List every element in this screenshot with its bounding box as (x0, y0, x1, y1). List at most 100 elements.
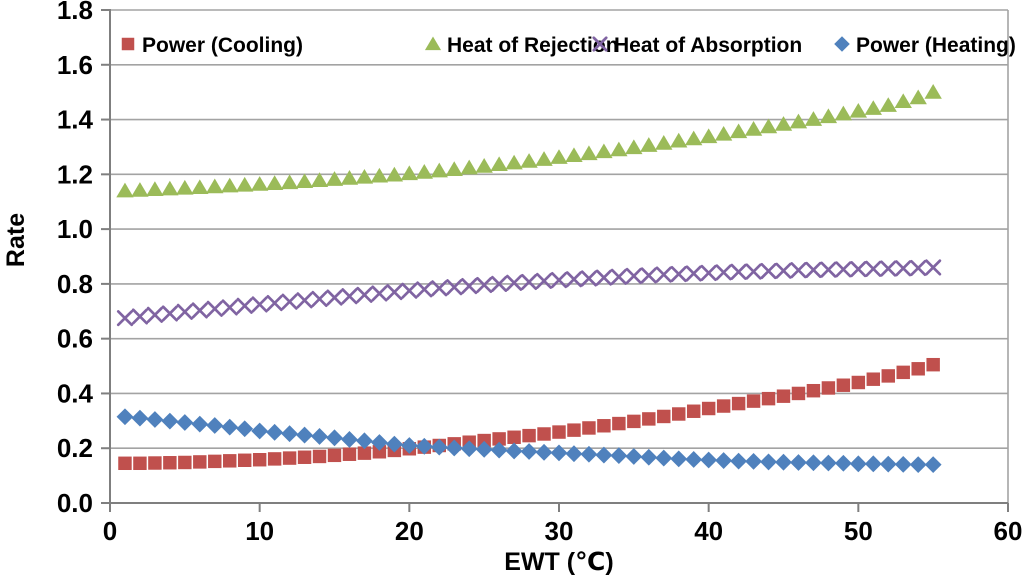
diamond-marker (730, 452, 747, 470)
y-tick-label: 0.4 (57, 378, 94, 408)
diamond-marker (820, 454, 837, 472)
x-marker (236, 297, 253, 314)
diamond-marker (311, 428, 328, 445)
data-series (116, 84, 942, 474)
x-marker (775, 262, 792, 279)
x-marker (326, 289, 343, 306)
square-marker (223, 454, 237, 468)
square-marker (866, 372, 881, 386)
triangle-marker (236, 176, 254, 192)
diamond-marker (685, 451, 703, 468)
square-marker (582, 421, 596, 435)
triangle-marker (535, 151, 553, 166)
triangle-marker (325, 171, 344, 186)
square-marker (567, 423, 581, 437)
x-marker (640, 267, 657, 284)
triangle-marker (280, 174, 299, 190)
diamond-marker (834, 454, 852, 472)
diamond-marker (595, 446, 613, 464)
x-marker (491, 275, 508, 292)
x-marker (850, 261, 867, 278)
legend-marker-triangle-icon (424, 36, 442, 51)
triangle-marker (400, 165, 419, 181)
square-marker (686, 404, 701, 418)
triangle-marker (625, 139, 643, 155)
square-marker (342, 447, 357, 461)
triangle-marker (759, 118, 778, 134)
diamond-marker (580, 445, 598, 463)
triangle-marker (490, 156, 508, 172)
triangle-marker (310, 172, 329, 187)
x-marker (700, 264, 717, 282)
diamond-marker (191, 415, 209, 433)
x-tick-label: 30 (545, 516, 574, 546)
triangle-marker (804, 111, 823, 126)
triangle-marker (340, 170, 359, 185)
x-marker (895, 260, 912, 277)
x-tick-label: 40 (694, 516, 723, 546)
square-marker (312, 449, 327, 464)
diamond-marker (909, 456, 927, 474)
diamond-marker (251, 422, 269, 440)
triangle-marker (655, 134, 673, 150)
diamond-marker (475, 440, 493, 458)
triangle-marker (685, 130, 703, 146)
square-marker (851, 375, 866, 390)
square-marker (357, 446, 372, 460)
square-marker (121, 37, 135, 51)
series-heat-of-rejection (116, 84, 942, 198)
square-marker (926, 357, 940, 372)
triangle-marker (424, 36, 442, 51)
x-marker (685, 265, 702, 282)
x-marker (610, 268, 627, 285)
square-marker (597, 419, 611, 433)
x-marker (296, 292, 313, 309)
square-marker (672, 407, 686, 421)
diamond-marker (206, 417, 224, 434)
diamond-marker (296, 426, 313, 444)
x-marker (356, 286, 373, 303)
x-marker (880, 260, 897, 277)
x-tick-label: 0 (103, 516, 117, 546)
diamond-marker (805, 454, 822, 472)
triangle-marker (250, 176, 269, 191)
legend-marker-square-icon (121, 37, 135, 51)
square-marker (492, 432, 506, 446)
diamond-marker (445, 439, 463, 457)
square-marker (657, 409, 671, 424)
triangle-marker (505, 154, 523, 170)
legend-label: Power (Heating) (856, 34, 1016, 57)
triangle-marker (744, 121, 763, 136)
square-marker (297, 450, 312, 464)
diamond-marker (116, 408, 134, 426)
series-heat-of-absorption (116, 259, 942, 327)
x-marker (461, 278, 478, 295)
square-marker (252, 453, 267, 467)
x-axis-title: EWT (℃) (504, 548, 613, 576)
square-marker (731, 396, 746, 411)
x-marker (221, 299, 238, 316)
square-marker (761, 391, 776, 406)
triangle-marker (819, 108, 838, 124)
triangle-marker (849, 102, 868, 118)
x-tick-label: 60 (994, 516, 1023, 546)
x-marker (476, 276, 493, 294)
legend-marker-x-icon (592, 36, 608, 52)
y-tick-label: 1.4 (57, 105, 94, 135)
legend-item-power-heating: Power (Heating) (834, 34, 1016, 57)
x-marker (760, 262, 777, 280)
x-tick-label: 50 (844, 516, 873, 546)
x-marker (401, 282, 418, 299)
x-marker (715, 264, 732, 281)
triangle-marker (131, 182, 149, 197)
x-marker (730, 263, 747, 280)
triangle-marker (565, 147, 583, 163)
x-marker (655, 266, 672, 283)
triangle-marker (116, 182, 134, 198)
diamond-marker (326, 429, 343, 447)
x-marker (311, 290, 328, 308)
triangle-marker (894, 93, 912, 109)
diamond-marker (565, 445, 583, 463)
x-marker (925, 259, 942, 276)
square-marker (267, 452, 282, 466)
